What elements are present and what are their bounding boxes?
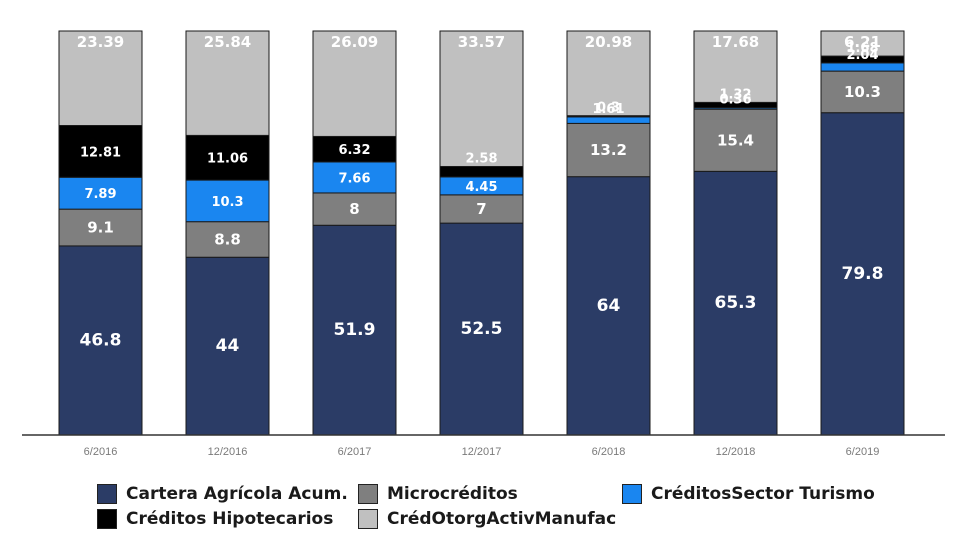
bar-segment-3-1 — [185, 134, 270, 181]
legend-label: CréditosSector Turismo — [651, 484, 875, 504]
bar-segment-3-3 — [439, 165, 524, 178]
bar-segment-0-0 — [58, 245, 143, 436]
data-label-3-5: 1.32 — [719, 87, 751, 102]
data-label-3-3: 2.58 — [465, 151, 497, 166]
data-label-4-1: 25.84 — [204, 33, 251, 51]
bar-segment-0-4 — [566, 176, 651, 436]
data-label-4-4: 20.98 — [585, 33, 632, 51]
data-label-2-2: 7.66 — [338, 171, 370, 186]
data-label-2-4: 1.61 — [592, 102, 624, 117]
bar-segment-1-2 — [312, 192, 397, 226]
data-label-0-1: 44 — [216, 336, 240, 356]
bar-segment-4-6 — [820, 30, 905, 57]
legend-item-2: CréditosSector Turismo — [622, 484, 875, 504]
data-label-4-5: 17.68 — [712, 33, 759, 51]
x-tick-labels-group: 6/2016 12/2016 6/2017 12/2017 6/2018 12/2018 6… — [84, 446, 880, 458]
bar-segment-3-0 — [58, 125, 143, 178]
data-label-0-2: 51.9 — [334, 320, 376, 340]
x-tick-label: 12/2018 — [716, 446, 756, 458]
data-label-0-4: 64 — [597, 296, 621, 316]
data-label-4-2: 26.09 — [331, 33, 378, 51]
bar-segment-0-1 — [185, 256, 270, 436]
bar-segment-1-6 — [820, 70, 905, 114]
legend-swatch — [97, 509, 117, 529]
bar-segment-2-1 — [185, 179, 270, 223]
data-label-1-5: 15.4 — [717, 131, 754, 149]
bar-segment-1-5 — [693, 108, 778, 172]
data-label-1-4: 13.2 — [590, 141, 627, 159]
bar-segment-4-3 — [439, 30, 524, 167]
bar-segment-0-5 — [693, 170, 778, 436]
bar-segment-2-6 — [820, 62, 905, 72]
data-label-1-2: 8 — [349, 200, 359, 218]
data-label-0-5: 65.3 — [715, 293, 757, 313]
x-tick-label: 6/2018 — [592, 446, 626, 458]
x-tick-label: 6/2019 — [846, 446, 880, 458]
x-tick-label: 12/2017 — [462, 446, 502, 458]
bars-group — [58, 30, 905, 436]
bar-segment-2-4 — [566, 116, 651, 124]
legend-item-1: Microcréditos — [358, 484, 518, 504]
legend-item-0: Cartera Agrícola Acum. — [97, 484, 348, 504]
data-label-1-1: 8.8 — [214, 230, 241, 248]
legend-label: Microcréditos — [387, 484, 518, 504]
bar-segment-0-6 — [820, 112, 905, 436]
data-label-3-2: 6.32 — [338, 143, 370, 158]
legend-label: CrédOtorgActivManufac — [387, 509, 617, 529]
bar-segment-4-5 — [693, 30, 778, 103]
legend-swatch — [622, 484, 642, 504]
data-label-2-6: 2.04 — [846, 48, 878, 63]
x-tick-label: 12/2016 — [208, 446, 248, 458]
bar-segment-2-2 — [312, 161, 397, 194]
data-label-3-4: 0.3 — [597, 101, 620, 116]
data-label-0-6: 79.8 — [842, 264, 884, 284]
segment-labels-group: 46.8 9.1 7.89 12.81 23.39 44 8.8 10.3 11.06 25.84… — [77, 33, 884, 356]
legend-label: Cartera Agrícola Acum. — [126, 484, 348, 504]
legend-swatch — [358, 484, 378, 504]
legend: Cartera Agrícola Acum. Microcréditos Crédi… — [0, 476, 960, 556]
bar-segment-1-0 — [58, 208, 143, 247]
data-label-2-1: 10.3 — [211, 195, 243, 210]
data-label-3-6: 1.68 — [846, 41, 878, 56]
data-label-3-1: 11.06 — [207, 152, 248, 167]
legend-swatch — [97, 484, 117, 504]
x-tick-label: 6/2017 — [338, 446, 372, 458]
x-tick-label: 6/2016 — [84, 446, 118, 458]
bar-segment-4-4 — [566, 30, 651, 117]
legend-item-3: Créditos Hipotecarios — [97, 509, 333, 529]
data-label-4-0: 23.39 — [77, 33, 124, 51]
data-label-1-6: 10.3 — [844, 83, 881, 101]
bar-segment-1-4 — [566, 122, 651, 178]
data-label-1-3: 7 — [476, 200, 486, 218]
data-label-0-0: 46.8 — [80, 330, 122, 350]
bar-segment-4-2 — [312, 30, 397, 137]
legend-label: Créditos Hipotecarios — [126, 509, 334, 529]
data-label-0-3: 52.5 — [461, 319, 503, 339]
bar-segment-4-0 — [58, 30, 143, 127]
data-label-3-0: 12.81 — [80, 145, 121, 160]
bar-segment-1-3 — [439, 194, 524, 224]
bar-segment-1-1 — [185, 221, 270, 258]
data-label-2-3: 4.45 — [465, 180, 497, 195]
stacked-bar-chart: 46.8 9.1 7.89 12.81 23.39 44 8.8 10.3 11.06 25.84… — [22, 30, 945, 458]
data-label-1-0: 9.1 — [87, 219, 114, 237]
legend-item-4: CrédOtorgActivManufac — [358, 509, 616, 529]
data-label-2-0: 7.89 — [84, 187, 116, 202]
data-label-4-6: 6.21 — [844, 33, 881, 51]
data-label-4-3: 33.57 — [458, 33, 505, 51]
bar-segment-0-2 — [312, 224, 397, 436]
bar-segment-0-3 — [439, 222, 524, 436]
legend-swatch — [358, 509, 378, 529]
data-label-2-5: 0.36 — [719, 93, 751, 108]
bar-segment-4-1 — [185, 30, 270, 136]
